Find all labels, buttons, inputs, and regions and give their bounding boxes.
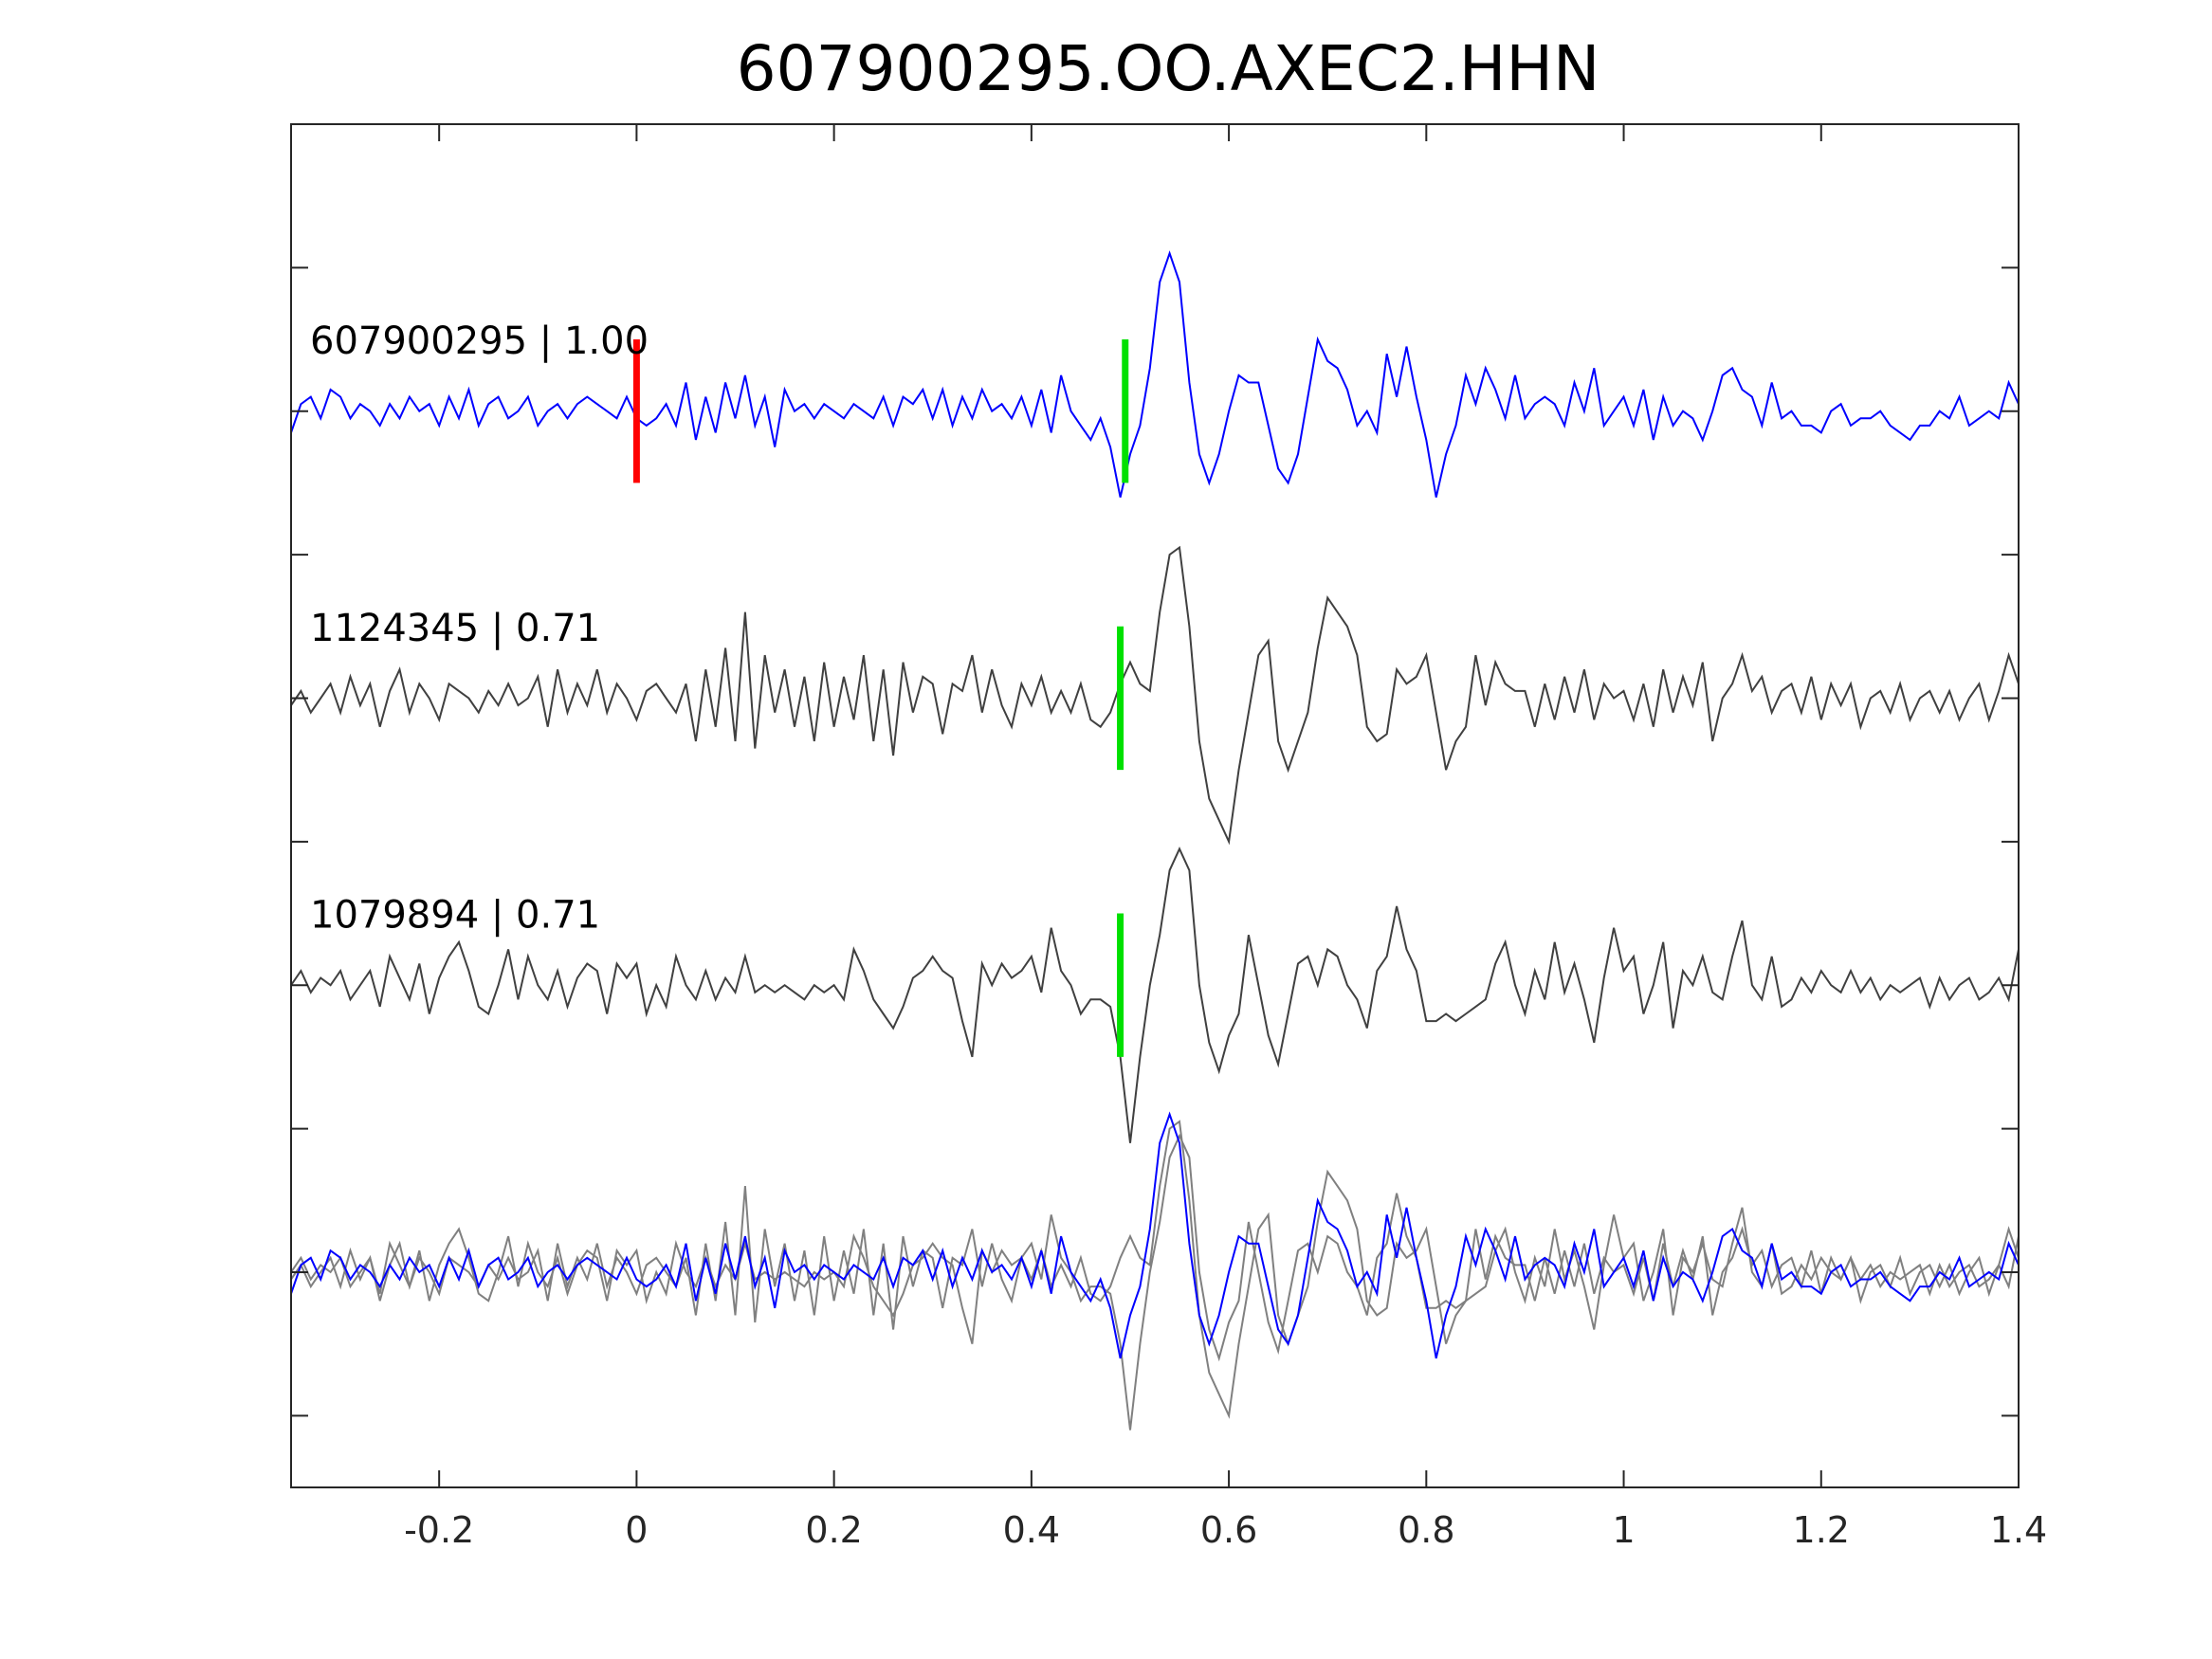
stack-trace-1 (290, 1120, 2020, 1419)
x-tick-label: 0 (625, 1509, 648, 1551)
x-tick-label: 1.2 (1793, 1509, 1850, 1551)
x-tick-label: 1 (1612, 1509, 1635, 1551)
trace-2 (290, 545, 2020, 846)
x-tick-label: 1.4 (1990, 1509, 2047, 1551)
trace-1 (290, 250, 2020, 498)
stack-trace-3 (290, 1111, 2020, 1359)
axes-frame (290, 123, 2020, 1488)
x-tick-label: 0.6 (1200, 1509, 1257, 1551)
trace-label-2: 1124345 | 0.71 (310, 607, 600, 650)
y-axis (291, 266, 2019, 1417)
trace-label-3: 1079894 | 0.71 (310, 894, 600, 938)
stack-trace-2 (290, 1133, 2020, 1431)
trace-label-1: 607900295 | 1.00 (310, 319, 649, 363)
trace-3 (290, 846, 2020, 1143)
x-tick-label: 0.8 (1398, 1509, 1454, 1551)
x-axis: -0.2 0 0.2 0.4 0.6 0.8 1 1.2 1.4 (404, 124, 2047, 1551)
x-tick-label: -0.2 (404, 1509, 474, 1551)
trace-labels: 607900295 | 1.00 1124345 | 0.71 1079894 | … (310, 319, 649, 937)
x-tick-label: 0.4 (1003, 1509, 1060, 1551)
chart-title: 607900295.OO.AXEC2.HHN (737, 32, 1600, 105)
x-tick-label: 0.2 (805, 1509, 862, 1551)
plot-area (290, 250, 2020, 1431)
